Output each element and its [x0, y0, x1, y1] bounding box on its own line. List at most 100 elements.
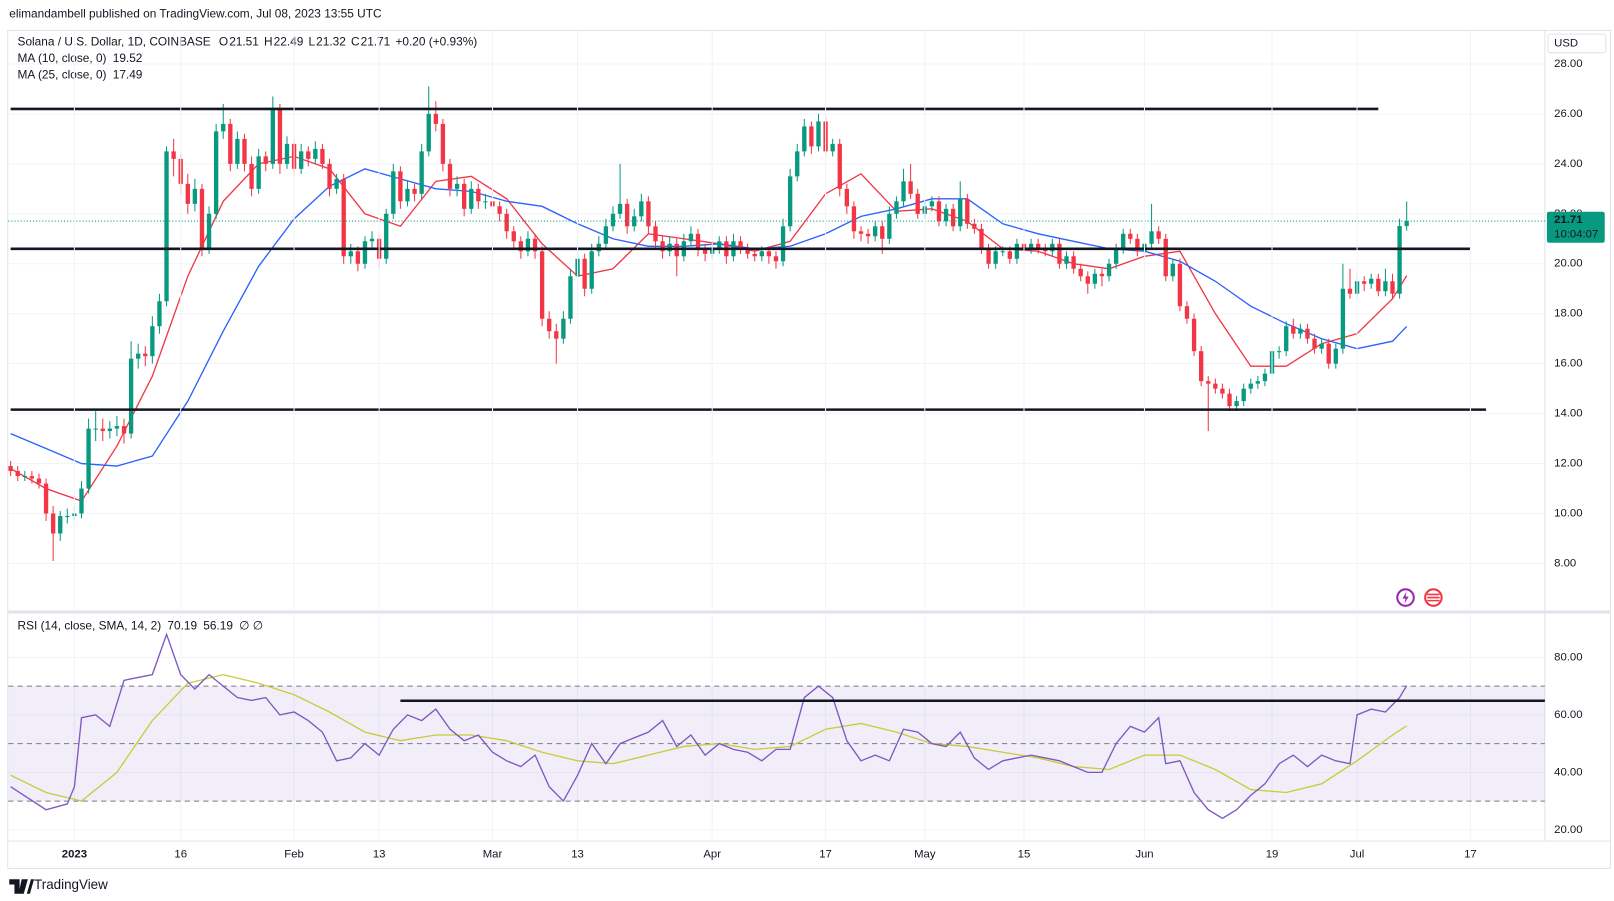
candle-body: [972, 223, 977, 229]
candle-body: [143, 353, 148, 357]
candle-body: [1347, 288, 1353, 294]
candle-body: [171, 151, 176, 159]
y-tick-label: 28.00: [1554, 58, 1582, 70]
candle-body: [624, 203, 630, 227]
candle-body: [787, 176, 793, 227]
candle-body: [660, 241, 665, 252]
x-tick-label: May: [914, 849, 936, 861]
candle-body: [270, 108, 275, 164]
candle-body: [532, 238, 538, 252]
candle-body: [929, 201, 935, 207]
candle-body: [277, 108, 283, 164]
candle-body: [639, 201, 644, 217]
candle-body: [1128, 233, 1133, 239]
candle-body: [136, 353, 141, 359]
currency-box[interactable]: [1547, 33, 1607, 54]
candle-body: [1333, 348, 1338, 364]
candle-body: [1057, 243, 1062, 264]
candle-body: [816, 121, 821, 147]
candle-body: [1220, 388, 1225, 394]
candle-body: [1397, 226, 1402, 294]
candle-body: [830, 143, 835, 152]
legend-text: MA (10, close, 0): [18, 51, 107, 65]
candle-body: [150, 326, 155, 357]
candle-body: [880, 226, 885, 239]
candle-body: [284, 143, 290, 164]
candle-body: [440, 123, 446, 164]
y-tick-label: 80.00: [1554, 651, 1582, 663]
candle-body: [1361, 281, 1367, 284]
candle-body: [1184, 306, 1190, 319]
candle-body: [1276, 351, 1282, 353]
candle-body: [1234, 401, 1239, 407]
legend-text: +0.20 (+0.93%): [395, 34, 477, 48]
candle-body: [50, 513, 56, 534]
candle-body: [107, 428, 113, 432]
candle-body: [901, 181, 906, 202]
candle-body: [688, 233, 694, 242]
x-tick-label: Mar: [483, 849, 503, 861]
candle-body: [1099, 273, 1105, 277]
legend-text: 56.19: [203, 619, 233, 633]
candle-body: [121, 426, 127, 434]
candle-body: [419, 151, 424, 194]
candle-body: [865, 233, 871, 237]
candle-body: [65, 516, 70, 518]
candle-body: [915, 193, 920, 214]
candle-body: [752, 253, 757, 257]
candle-body: [476, 188, 481, 202]
candle-body: [306, 151, 311, 159]
y-tick-label: 20.00: [1554, 824, 1582, 836]
candle-body: [1369, 278, 1374, 284]
candle-body: [809, 126, 814, 147]
candle-body: [610, 213, 616, 227]
candle-body: [802, 126, 807, 152]
candle-body: [1036, 243, 1041, 249]
candle-body: [518, 241, 524, 252]
candle-body: [617, 203, 623, 214]
legend-text: MA (25, close, 0): [18, 68, 107, 82]
y-tick-label: 18.00: [1554, 308, 1582, 320]
candle-body: [426, 113, 431, 152]
candle-body: [1213, 383, 1218, 389]
countdown-label: 10:04:07: [1554, 228, 1598, 240]
candle-body: [79, 488, 84, 514]
candle-body: [341, 178, 346, 257]
candle-body: [1028, 243, 1034, 249]
candle-body: [646, 201, 651, 227]
candle-body: [653, 226, 658, 242]
candle-body: [759, 251, 764, 257]
candle-body: [1000, 251, 1005, 253]
candle-body: [795, 151, 800, 177]
x-tick-label: 15: [1018, 849, 1031, 861]
candle-body: [695, 233, 701, 249]
economic-icon-stripes: [1427, 593, 1440, 602]
event-icons[interactable]: [1396, 588, 1443, 607]
candle-body: [157, 301, 162, 327]
candle-body: [717, 241, 722, 249]
candle-body: [745, 248, 750, 254]
legend-text: ∅ ∅: [239, 619, 263, 633]
x-tick-label: Jul: [1350, 849, 1365, 861]
x-tick-label: 17: [819, 849, 832, 861]
legend-text: C: [351, 34, 360, 48]
y-tick-label: 60.00: [1554, 709, 1582, 721]
candle-body: [497, 206, 502, 214]
candle-body: [1241, 388, 1246, 402]
candle-body: [511, 231, 516, 242]
candle-body: [263, 156, 268, 164]
candle-body: [469, 188, 474, 209]
candle-body: [1319, 343, 1324, 349]
candle-body: [398, 171, 403, 202]
candle-body: [851, 206, 857, 232]
candle-body: [192, 188, 198, 204]
candle-body: [249, 163, 254, 189]
y-tick-label: 20.00: [1554, 258, 1582, 270]
candle-body: [242, 138, 247, 164]
candle-body: [589, 251, 594, 289]
candle-body: [958, 198, 963, 227]
candle-body: [1255, 381, 1261, 384]
candle-body: [837, 143, 842, 189]
last-price-label: 21.71: [1554, 214, 1582, 226]
